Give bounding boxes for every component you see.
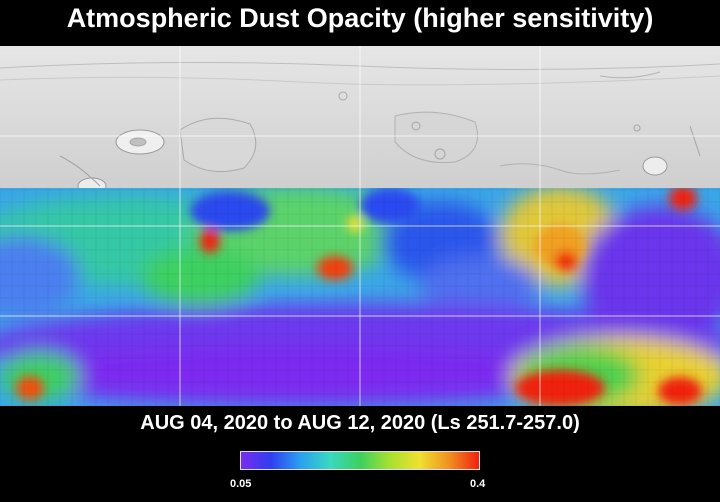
map-svg (0, 46, 720, 406)
map-title: Atmospheric Dust Opacity (higher sensiti… (66, 3, 654, 33)
colorbar-min-label: 0.05 (230, 478, 252, 490)
colorbar-max-label: 0.4 (470, 478, 486, 490)
dust-opacity-map (0, 46, 720, 406)
date-range: AUG 04, 2020 to AUG 12, 2020 (Ls 251.7-2… (140, 412, 580, 434)
graticule (0, 46, 720, 406)
colorbar (240, 451, 480, 470)
